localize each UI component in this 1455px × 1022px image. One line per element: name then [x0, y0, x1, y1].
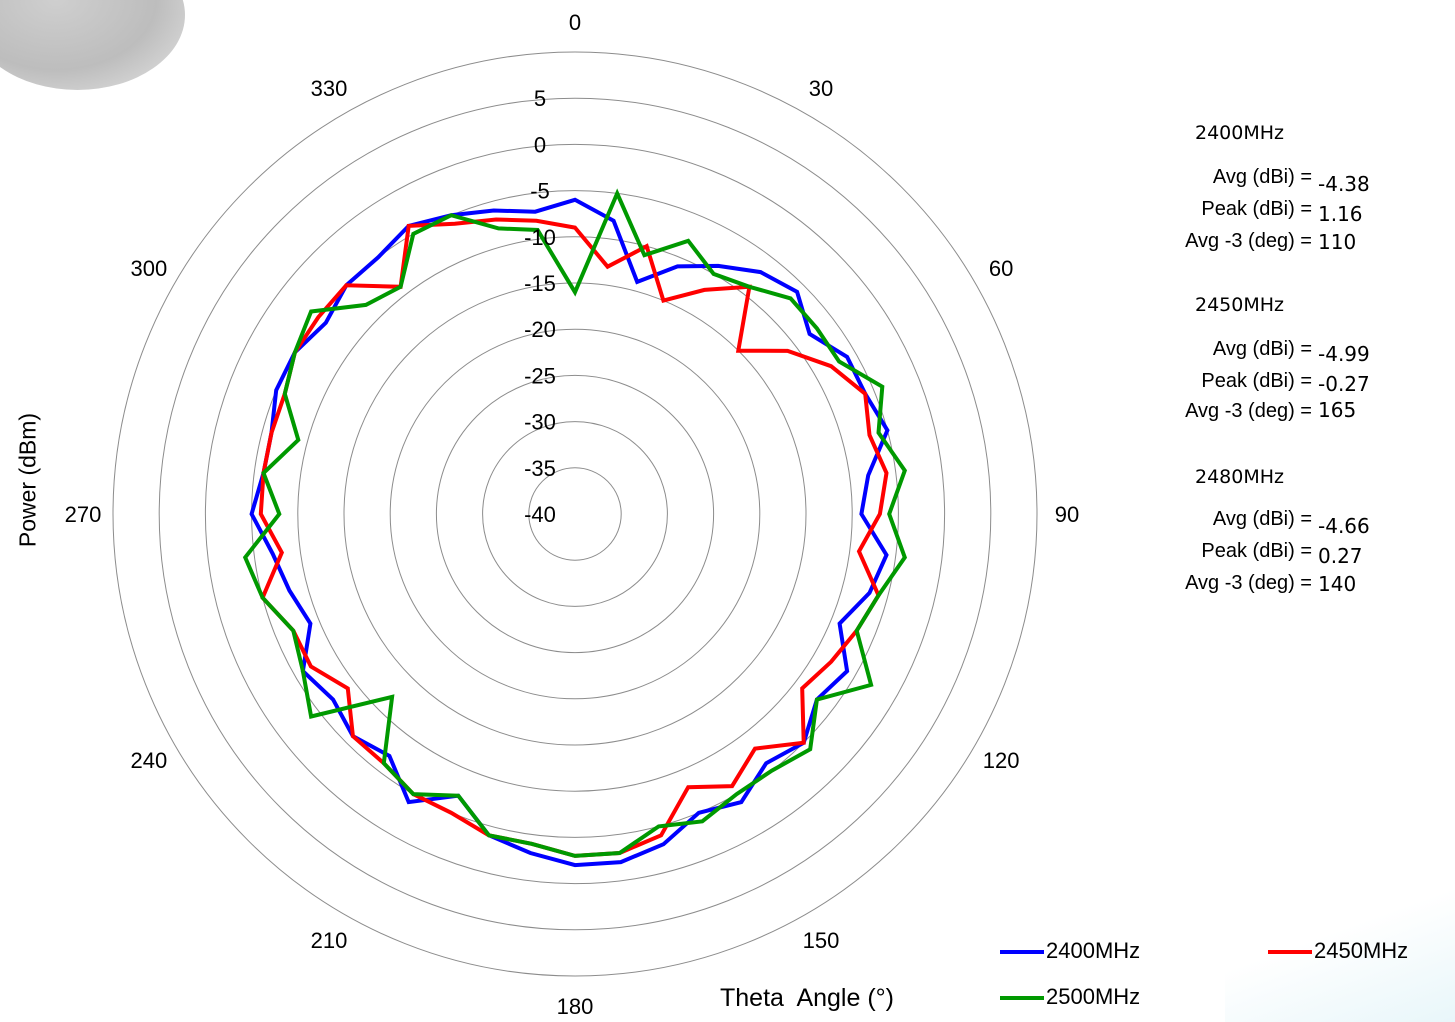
legend-swatch [1268, 950, 1312, 954]
polar-grid [112, 51, 1038, 977]
stats-label: Avg (dBi) = [1212, 508, 1312, 530]
grid-ring [343, 282, 807, 746]
stats-value: 1.16 [1318, 202, 1363, 226]
stats-value: 140 [1318, 572, 1357, 596]
r-tick-label: -30 [524, 410, 556, 435]
stats-title: 2400MHz [1195, 122, 1285, 144]
angle-tick-label: 330 [311, 76, 348, 101]
legend-label: 2450MHz [1314, 938, 1409, 963]
grid-ring [297, 236, 853, 792]
stats-row: Avg -3 (deg) = 140 [1120, 572, 1400, 598]
axis-labels: 5 0 -5 -10 -15 -20 -25 -30 -35 -40 0 30 60 90 120 150 18… [65, 10, 1080, 1019]
stats-label: Peak (dBi) = [1201, 540, 1312, 562]
stats-row: Peak (dBi) = 1.16 [1120, 198, 1400, 226]
angle-tick-label: 210 [311, 928, 348, 953]
r-tick-label: 5 [534, 86, 546, 111]
r-tick-label: -20 [524, 317, 556, 342]
stats-row: Avg (dBi) = -4.38 [1120, 166, 1400, 196]
angle-tick-label: 180 [557, 994, 594, 1019]
legend-swatch [1000, 996, 1044, 1000]
decorative-corner-gradient [1225, 882, 1455, 1022]
grid-ring [528, 467, 622, 561]
stats-label: Peak (dBi) = [1201, 370, 1312, 392]
stats-row: Peak (dBi) = 0.27 [1120, 540, 1400, 568]
stats-row: Avg -3 (deg) = 165 [1120, 398, 1400, 426]
stats-label: Avg -3 (deg) = [1185, 572, 1312, 594]
angle-tick-label: 240 [131, 748, 168, 773]
grid-ring [158, 97, 992, 931]
r-tick-label: 0 [534, 132, 546, 157]
stats-value: -4.38 [1318, 172, 1370, 196]
stats-title: 2450MHz [1195, 294, 1285, 316]
stats-value: -0.27 [1318, 372, 1370, 396]
angle-tick-label: 60 [989, 256, 1013, 281]
angle-tick-label: 30 [809, 76, 833, 101]
grid-ring [389, 328, 761, 700]
stats-title: 2480MHz [1195, 466, 1285, 488]
r-tick-label: -15 [524, 271, 556, 296]
stats-row: Avg -3 (deg) = 110 [1120, 230, 1400, 256]
stats-value: -4.99 [1318, 342, 1370, 366]
x-axis-label: Theta Angle (°) [720, 984, 894, 1012]
r-tick-label: -10 [524, 225, 556, 250]
stats-row: Avg (dBi) = -4.99 [1120, 338, 1400, 366]
legend-label: 2500MHz [1046, 984, 1141, 1009]
stats-value: 0.27 [1318, 544, 1363, 568]
angle-tick-label: 270 [65, 502, 102, 527]
stats-label: Avg -3 (deg) = [1185, 230, 1312, 252]
r-tick-label: -35 [524, 456, 556, 481]
grid-ring [435, 374, 715, 654]
grid-ring [482, 421, 668, 607]
r-tick-label: -5 [530, 179, 550, 204]
stats-value: 165 [1318, 398, 1357, 422]
legend-item-2400: 2400MHz [1000, 938, 1190, 964]
stats-value: -4.66 [1318, 514, 1370, 538]
stats-label: Avg (dBi) = [1212, 166, 1312, 188]
series-lines [242, 188, 908, 868]
stats-label: Avg (dBi) = [1212, 338, 1312, 360]
stats-row: Avg (dBi) = -4.66 [1120, 508, 1400, 538]
angle-tick-label: 90 [1055, 502, 1079, 527]
angle-tick-label: 300 [131, 256, 168, 281]
legend-label: 2400MHz [1046, 938, 1141, 963]
angle-tick-label: 120 [983, 748, 1020, 773]
y-axis-label: Power (dBm) [14, 412, 41, 548]
legend-item-2500: 2500MHz [1000, 984, 1190, 1010]
r-tick-label: -40 [524, 502, 556, 527]
stats-value: 110 [1318, 230, 1357, 254]
grid-ring [112, 51, 1038, 977]
grid-ring [204, 143, 946, 885]
legend-item-2450: 2450MHz [1268, 938, 1453, 964]
legend-swatch [1000, 950, 1044, 954]
stats-label: Peak (dBi) = [1201, 198, 1312, 220]
angle-tick-label: 150 [803, 928, 840, 953]
stats-row: Peak (dBi) = -0.27 [1120, 370, 1400, 396]
r-tick-label: -25 [524, 363, 556, 388]
series-line-2500MHz [242, 188, 908, 858]
angle-tick-label: 0 [569, 10, 581, 35]
stats-label: Avg -3 (deg) = [1185, 400, 1312, 422]
